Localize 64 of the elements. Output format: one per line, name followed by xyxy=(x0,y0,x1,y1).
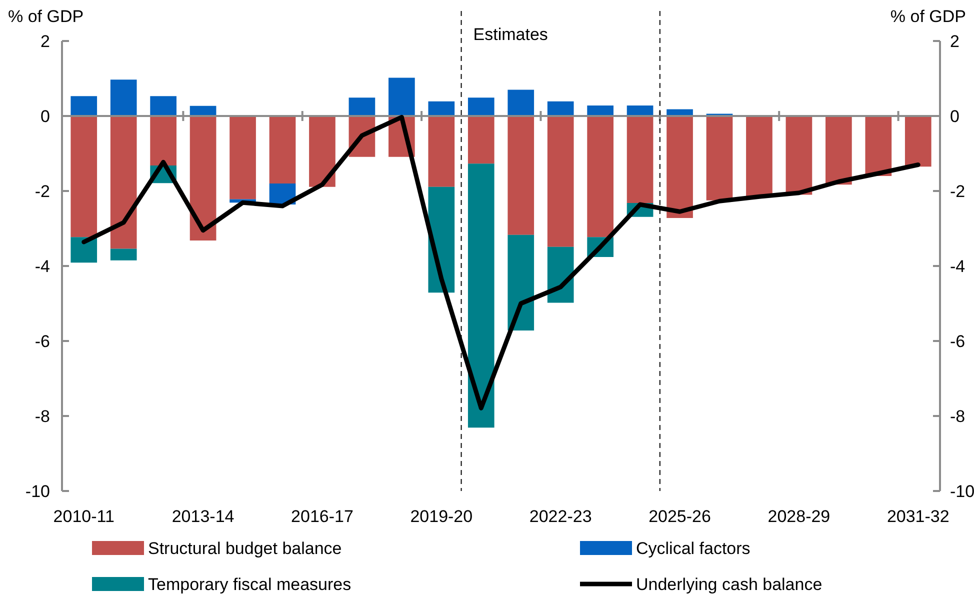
bar xyxy=(547,101,574,116)
bar xyxy=(70,96,98,116)
bar xyxy=(626,116,654,203)
bar xyxy=(904,116,932,167)
y2-tick-label: -4 xyxy=(950,257,966,276)
bar xyxy=(428,116,455,187)
legend-label: Temporary fiscal measures xyxy=(148,575,352,594)
y-tick-label: -2 xyxy=(34,182,50,201)
bar xyxy=(230,116,256,200)
bar xyxy=(468,98,494,116)
bar xyxy=(826,116,852,185)
y2-tick-label: -2 xyxy=(950,182,966,201)
bar xyxy=(666,116,693,218)
bar xyxy=(587,106,614,116)
bar xyxy=(110,116,137,249)
x-tick-label: 2010-11 xyxy=(53,507,114,526)
y-tick-label: -8 xyxy=(34,407,50,426)
bar xyxy=(70,237,98,263)
y-tick-label: -6 xyxy=(34,332,50,351)
annotation: Estimates xyxy=(473,25,548,44)
bar xyxy=(508,116,534,235)
legend-label: Structural budget balance xyxy=(148,539,342,558)
bar xyxy=(150,96,176,116)
y-tick-label: 2 xyxy=(40,32,50,51)
bar xyxy=(269,116,296,184)
y-tick-label: -10 xyxy=(25,482,50,501)
x-tick-label: 2013-14 xyxy=(172,507,234,526)
bar xyxy=(70,116,98,238)
bar xyxy=(547,116,574,247)
x-tick-label: 2019-20 xyxy=(410,507,473,526)
x-tick-label: 2016-17 xyxy=(291,507,354,526)
bar xyxy=(388,78,415,116)
y2-tick-label: -6 xyxy=(950,332,966,351)
bar xyxy=(508,234,534,330)
bar xyxy=(110,80,137,116)
bar xyxy=(865,116,892,176)
bar xyxy=(786,116,812,195)
y-axis-title: % of GDP xyxy=(8,7,84,26)
bar xyxy=(468,116,494,164)
bar xyxy=(746,116,772,197)
y2-tick-label: 0 xyxy=(950,107,960,126)
bar xyxy=(468,164,494,428)
x-tick-label: 2022-23 xyxy=(529,507,592,526)
y2-axis-title: % of GDP xyxy=(890,7,966,26)
bar xyxy=(110,248,137,260)
x-tick-label: 2025-26 xyxy=(648,507,711,526)
bar xyxy=(587,116,614,238)
y-tick-label: -4 xyxy=(34,257,50,276)
line-series xyxy=(82,114,920,410)
x-tick-label: 2028-29 xyxy=(768,507,830,526)
bar xyxy=(348,98,376,116)
bar xyxy=(428,101,455,116)
bar xyxy=(706,116,733,200)
legend-label: Cyclical factors xyxy=(636,539,750,558)
bar xyxy=(309,116,336,187)
x-tick-label: 2031-32 xyxy=(886,507,950,526)
y2-tick-label: 2 xyxy=(950,32,960,51)
y2-tick-label: -8 xyxy=(950,407,966,426)
y2-tick-label: -10 xyxy=(950,482,974,501)
y-tick-label: 0 xyxy=(40,107,50,126)
legend-label: Underlying cash balance xyxy=(636,575,822,594)
bar xyxy=(190,116,216,240)
bar xyxy=(508,90,534,116)
bar xyxy=(150,116,176,166)
